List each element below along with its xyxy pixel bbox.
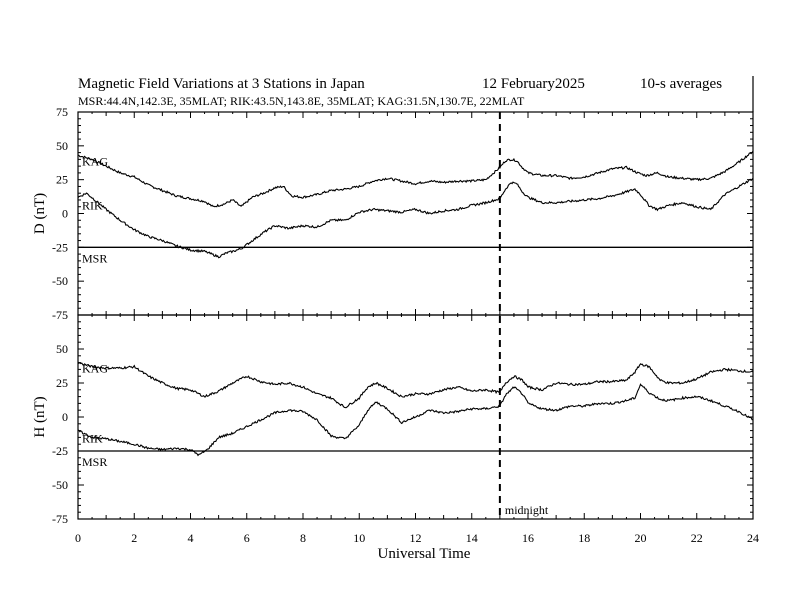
y-tick-label: -75 <box>52 308 68 322</box>
x-tick-label: 10 <box>353 531 365 545</box>
y-tick-label: -25 <box>52 240 68 254</box>
panel-frame-d <box>77 111 754 316</box>
y-tick-label: -25 <box>52 444 68 458</box>
y-tick-label: 0 <box>62 207 68 221</box>
y-axis-label-d: D (nT) <box>32 193 48 234</box>
y-tick-label: 25 <box>56 173 68 187</box>
x-tick-label: 2 <box>131 531 137 545</box>
x-tick-label: 0 <box>75 531 81 545</box>
x-tick-label: 6 <box>244 531 250 545</box>
series-line-rik-d <box>77 177 754 259</box>
series-line-kag-d <box>77 150 754 208</box>
x-tick-label: 16 <box>522 531 534 545</box>
x-tick-label: 18 <box>578 531 590 545</box>
x-tick-label: 4 <box>188 531 194 545</box>
series-label-rik: RIK <box>82 432 103 446</box>
y-tick-label: -75 <box>52 512 68 526</box>
y-tick-label: -50 <box>52 478 68 492</box>
series-label-rik: RIK <box>82 198 103 212</box>
series-label-msr: MSR <box>82 251 107 265</box>
series-label-kag: KAG <box>82 362 108 376</box>
y-axis-label-h: H (nT) <box>32 396 48 437</box>
midnight-marker-label: midnight <box>505 503 549 517</box>
y-tick-label: 25 <box>56 376 68 390</box>
y-tick-label: 75 <box>56 105 68 119</box>
series-line-rik-h <box>77 383 753 457</box>
x-tick-label: 20 <box>635 531 647 545</box>
y-tick-label: 0 <box>62 410 68 424</box>
series-line-kag-h <box>77 361 754 409</box>
x-tick-label: 12 <box>410 531 422 545</box>
chart-averaging: 10-s averages <box>640 76 722 92</box>
x-axis-label: Universal Time <box>378 546 471 562</box>
x-tick-label: 8 <box>300 531 306 545</box>
y-tick-label: 50 <box>56 342 68 356</box>
chart-date: 12 February2025 <box>482 76 585 92</box>
x-tick-label: 24 <box>747 531 759 545</box>
series-label-msr: MSR <box>82 455 107 469</box>
series-label-kag: KAG <box>82 154 108 168</box>
x-tick-label: 14 <box>466 531 478 545</box>
y-tick-label: 50 <box>56 139 68 153</box>
y-tick-label: -50 <box>52 274 68 288</box>
chart-title: Magnetic Field Variations at 3 Stations … <box>78 76 365 92</box>
x-tick-label: 22 <box>691 531 703 545</box>
station-coordinates: MSR:44.4N,142.3E, 35MLAT; RIK:43.5N,143.… <box>78 94 525 108</box>
